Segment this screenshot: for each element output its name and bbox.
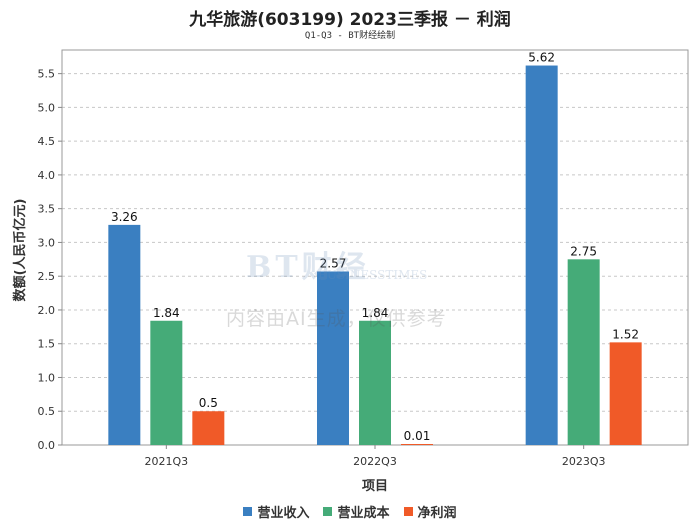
x-tick-label: 2021Q3: [145, 455, 189, 468]
x-tick-label: 2022Q3: [353, 455, 397, 468]
legend-swatch: [243, 507, 253, 516]
bar: [401, 444, 433, 445]
bar: [192, 411, 225, 445]
legend-item: 净利润: [403, 502, 457, 521]
legend-swatch: [403, 507, 413, 516]
chart-title: 九华旅游(603199) 2023三季报 － 利润: [189, 10, 511, 30]
data-label: 5.62: [528, 51, 555, 65]
bars: [108, 65, 642, 446]
y-tick-label: 2.5: [38, 270, 56, 283]
bar-chart: 0.0 0.5 1.0 1.5 2.0 2.5 3.0 3.5 4.0 4.5 5.0 5.5 2021…: [12, 49, 689, 494]
legend-label: 营业收入: [257, 506, 310, 521]
legend-swatch: [323, 507, 333, 516]
bar: [525, 65, 558, 446]
x-tick-label: 2023Q3: [562, 455, 606, 468]
y-tick-label: 0.5: [38, 405, 56, 418]
data-label: 2.57: [320, 256, 347, 270]
data-label: 0.01: [404, 429, 431, 443]
legend-label: 净利润: [417, 506, 457, 521]
y-tick-label: 0.0: [38, 439, 56, 452]
y-tick-label: 1.5: [38, 338, 56, 351]
bar: [609, 342, 642, 445]
data-label: 0.5: [199, 396, 218, 410]
legend: 营业收入 营业成本 净利润: [0, 502, 700, 521]
data-label: 1.84: [153, 306, 180, 320]
bar: [108, 224, 141, 445]
y-tick-label: 1.0: [38, 371, 56, 384]
data-label: 2.75: [570, 244, 597, 258]
bar: [359, 320, 391, 445]
x-axis-title: 项目: [362, 479, 388, 494]
bar: [150, 320, 183, 445]
chart-subtitle: Q1-Q3 - BT财经绘制: [304, 31, 396, 41]
y-tick-label: 3.5: [38, 203, 56, 216]
y-tick-label: 5.0: [38, 101, 56, 114]
data-label: 1.52: [612, 327, 639, 341]
legend-item: 营业收入: [243, 502, 309, 521]
y-tick-label: 2.0: [38, 304, 56, 317]
legend-label: 营业成本: [337, 506, 390, 521]
data-label: 3.26: [111, 210, 138, 224]
data-label: 1.84: [362, 306, 389, 320]
bar: [567, 259, 600, 445]
y-tick-label: 3.0: [38, 236, 56, 249]
data-labels: 3.26 1.84 0.5 2.57 1.84 0.01 5.62 2.75 1.52: [111, 51, 639, 443]
y-axis-title: 数额(人民币亿元): [12, 199, 28, 302]
y-tick-label: 5.5: [38, 68, 56, 81]
legend-item: 营业成本: [323, 502, 390, 521]
y-tick-label: 4.0: [38, 169, 56, 182]
bar: [317, 271, 349, 445]
y-tick-label: 4.5: [38, 135, 56, 148]
